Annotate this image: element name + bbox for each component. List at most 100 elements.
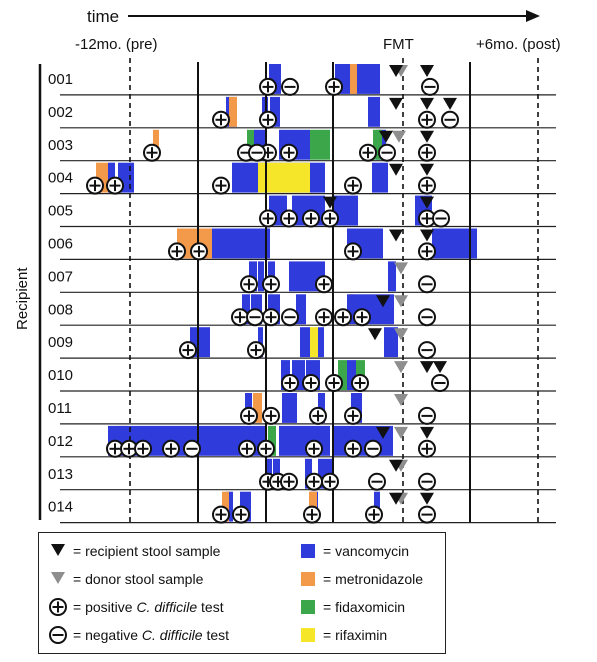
time-label: time <box>87 7 119 26</box>
negative-test-icon <box>432 209 450 228</box>
positive-test-icon <box>232 505 250 524</box>
recipient-id-009: 009 <box>48 334 73 351</box>
positive-test-icon <box>134 439 152 458</box>
positive-test-icon <box>231 308 249 327</box>
negative-test-icon <box>418 341 436 360</box>
recipient-stool-icon <box>376 426 390 439</box>
recipient-stool-icon <box>420 65 434 77</box>
vancomycin-bar <box>281 360 290 390</box>
vancomycin-bar <box>242 294 250 325</box>
positive-test-icon <box>315 308 333 327</box>
recipient-stool-icon <box>389 163 403 176</box>
positive-test-icon <box>344 176 362 195</box>
legend: = recipient stool sample = donor stool s… <box>38 532 446 654</box>
positive-test-icon <box>321 209 339 228</box>
legend-positive-test: = positive C. difficile test <box>47 597 224 617</box>
positive-test-icon <box>325 77 343 96</box>
positive-test-icon <box>106 439 124 458</box>
recipient-stool-icon <box>389 65 403 77</box>
recipient-id-005: 005 <box>48 203 73 220</box>
donor-stool-icon <box>394 426 408 439</box>
donor-stool-icon <box>394 361 408 374</box>
recipient-stool-icon <box>368 328 382 341</box>
positive-test-icon <box>359 143 377 162</box>
positive-test-icon <box>262 275 280 294</box>
legend-vancomycin: = vancomycin <box>301 543 409 559</box>
positive-test-icon <box>325 374 343 392</box>
fidaxomicin-swatch <box>301 600 315 614</box>
recipient-stool-icon <box>389 97 403 110</box>
negative-test-icon <box>418 406 436 425</box>
recipient-stool-icon <box>323 196 337 209</box>
positive-test-icon <box>418 176 436 195</box>
recipient-stool-icon <box>420 130 434 143</box>
recipient-id-002: 002 <box>48 104 73 121</box>
positive-test-icon <box>418 209 436 228</box>
donor-stool-icon <box>394 295 408 308</box>
vancomycin-bar <box>388 261 396 292</box>
donor-stool-icon <box>394 328 408 341</box>
metronidazole-bar <box>350 64 357 94</box>
metronidazole-bar <box>222 491 229 522</box>
metronidazole-bar <box>253 393 262 423</box>
positive-test-icon <box>418 439 436 458</box>
fidaxomicin-bar <box>373 129 382 160</box>
negative-test-icon <box>49 626 67 644</box>
recipient-id-014: 014 <box>48 499 73 516</box>
recipient-stool-icon <box>51 544 65 556</box>
legend-metronidazole: = metronidazole <box>301 571 423 587</box>
positive-test-icon <box>262 406 280 425</box>
positive-test-icon <box>257 439 275 458</box>
recipient-stool-icon <box>376 295 390 308</box>
positive-test-icon <box>280 209 298 228</box>
recipient-stool-icon <box>420 163 434 176</box>
recipient-id-001: 001 <box>48 71 73 88</box>
positive-test-icon <box>418 143 436 162</box>
legend-negative-test: = negative C. difficile test <box>47 625 229 645</box>
vancomycin-bar <box>318 327 324 358</box>
negative-test-icon <box>281 308 299 327</box>
positive-test-icon <box>259 77 277 96</box>
positive-test-icon <box>86 176 104 195</box>
positive-test-icon <box>302 209 320 228</box>
negative-test-icon <box>246 308 264 327</box>
positive-test-icon <box>305 439 323 458</box>
recipient-id-006: 006 <box>48 236 73 253</box>
donor-stool-icon <box>51 572 65 584</box>
recipient-stool-icon <box>443 97 457 110</box>
positive-test-icon <box>238 439 256 458</box>
positive-test-icon <box>344 406 362 425</box>
negative-test-icon <box>281 77 299 96</box>
positive-test-icon <box>212 110 230 129</box>
recipient-stool-icon <box>379 130 393 143</box>
vancomycin-bar <box>258 261 264 292</box>
negative-test-icon <box>441 110 459 129</box>
recipient-id-011: 011 <box>48 400 72 417</box>
negative-test-icon <box>378 143 396 162</box>
rifaximin-swatch <box>301 628 315 642</box>
positive-test-icon <box>281 374 299 392</box>
positive-test-icon <box>353 308 371 327</box>
positive-test-icon <box>418 110 436 129</box>
recipient-stool-icon <box>389 229 403 242</box>
positive-test-icon <box>334 308 352 327</box>
positive-test-icon <box>212 176 230 195</box>
vancomycin-bar <box>300 327 310 358</box>
positive-test-icon <box>240 275 258 294</box>
recipient-stool-icon <box>420 492 434 505</box>
recipient-id-013: 013 <box>48 466 73 483</box>
recipient-stool-icon <box>433 361 447 374</box>
positive-test-icon <box>315 275 333 294</box>
recipient-id-008: 008 <box>48 301 73 318</box>
rifaximin-bar <box>310 327 318 358</box>
vancomycin-bar <box>296 294 306 325</box>
fmt-marker-label: FMT <box>383 36 414 53</box>
recipient-stool-icon <box>420 196 434 209</box>
positive-test-icon <box>262 308 280 327</box>
positive-test-icon <box>303 505 321 524</box>
positive-test-icon <box>179 341 197 360</box>
fidaxomicin-bar <box>310 129 330 160</box>
positive-test-icon <box>418 242 436 261</box>
positive-test-icon <box>143 143 161 162</box>
negative-test-icon <box>421 77 439 96</box>
